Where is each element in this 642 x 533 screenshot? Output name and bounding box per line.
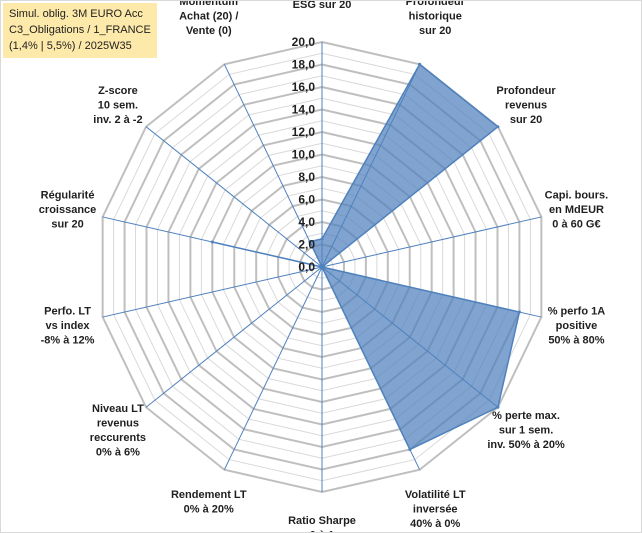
category-label-line: 0% à 6% (96, 446, 140, 458)
data-point (496, 405, 500, 409)
category-label-line: 0 à 60 G€ (552, 218, 600, 230)
tick-label: 10,0 (292, 148, 316, 162)
category-label: Capi. bours. en MdEUR 0 à 60 G€ (545, 189, 609, 230)
tick-label: 4,0 (298, 215, 315, 229)
title-line: C3_Obligations / 1_FRANCE (9, 24, 151, 36)
category-label-line: Achat (20) / (179, 10, 238, 22)
radial-tick-labels: 0,0 2,0 4,0 6,0 8,0 10,0 12,0 14,0 16,0 18,0 20,0 (292, 35, 316, 274)
category-label: Profondeur revenus sur 20 (496, 85, 556, 126)
tick-label: 8,0 (298, 170, 315, 184)
tick-label: 18,0 (292, 58, 316, 72)
category-label-line: Profondeur (496, 85, 556, 97)
tick-label: 0,0 (298, 260, 315, 274)
axis-spoke (223, 266, 323, 470)
category-label-line: 40% à 0% (410, 518, 460, 530)
category-label-line: -8% à 12% (41, 335, 95, 347)
category-label-line: revenus (505, 99, 547, 111)
data-point (320, 237, 324, 241)
category-label-line: Profondeur (406, 1, 466, 8)
category-label-line: Z-score (98, 85, 138, 97)
category-label-line: Vente (0) (186, 25, 232, 37)
category-label-line: 0% à 20% (184, 504, 234, 516)
category-label-line: sur 1 sem. (499, 425, 553, 437)
data-point (308, 240, 312, 244)
category-label: Rendement LT 0% à 20% (171, 489, 247, 516)
category-label-line: positive (556, 320, 598, 332)
category-label: Profondeur historique sur 20 (406, 1, 466, 37)
category-label: Ratio Sharpe 0 à 1 (288, 515, 356, 532)
category-label-line: Niveau LT (92, 403, 144, 415)
category-label-line: 50% à 80% (548, 335, 604, 347)
category-label: % perte max. sur 1 sem. inv. 50% à 20% (487, 410, 565, 451)
category-label-line: sur 20 (419, 25, 451, 37)
data-point (320, 265, 324, 269)
category-label-line: Volatilité LT (405, 489, 466, 501)
data-point (418, 62, 422, 66)
category-label-line: Momentum (179, 1, 238, 8)
title-line: Simul. oblig. 3M EURO Acc (9, 8, 143, 20)
category-label-line: reccurents (90, 432, 146, 444)
axis-spoke (102, 266, 323, 318)
category-label-line: 10 sem. (98, 99, 138, 111)
axis-spoke (321, 216, 542, 268)
category-label: Perfo. LT vs index -8% à 12% (41, 306, 95, 347)
category-label-line: en MdEUR (549, 204, 604, 216)
category-label-line: croissance (39, 204, 96, 216)
category-label-line: Ratio Sharpe (288, 515, 356, 527)
axis-spoke (223, 64, 323, 268)
data-point (517, 310, 521, 314)
category-label: NoteESG sur 20 (293, 1, 352, 11)
category-label-line: historique (409, 10, 462, 22)
axis-spoke (145, 266, 323, 408)
category-label: % perfo 1A positive 50% à 80% (548, 306, 606, 347)
category-label-line: sur 20 (51, 218, 83, 230)
category-label-line: Capi. bours. (545, 189, 609, 201)
tick-label: 2,0 (298, 238, 315, 252)
tick-label: 12,0 (292, 125, 316, 139)
data-point (408, 447, 412, 451)
category-label-line: % perfo 1A (548, 306, 606, 318)
data-point (210, 240, 214, 244)
category-label: Z-score 10 sem. inv. 2 à -2 (93, 85, 142, 126)
category-label-line: 0 à 1 (310, 530, 334, 533)
title-line: (1,4% | 5,5%) / 2025W35 (9, 40, 132, 52)
category-label-line: Perfo. LT (44, 306, 91, 318)
tick-label: 20,0 (292, 35, 316, 49)
chart-title: Simul. oblig. 3M EURO Acc C3_Obligations … (3, 3, 157, 58)
category-label-line: ESG sur 20 (293, 1, 352, 11)
category-labels: NoteESG sur 20 Profondeur historique sur 20… (39, 1, 608, 532)
category-label-line: revenus (97, 417, 139, 429)
tick-label: 14,0 (292, 103, 316, 117)
category-label-line: inv. 2 à -2 (93, 114, 142, 126)
axis-spoke (145, 126, 323, 268)
data-point (496, 125, 500, 129)
category-label: Momentum Achat (20) / Vente (0) (179, 1, 238, 37)
category-label-line: vs index (46, 320, 91, 332)
tick-label: 16,0 (292, 80, 316, 94)
category-label-line: % perte max. (492, 410, 560, 422)
category-label: Régularité croissance sur 20 (39, 189, 96, 230)
radar-series (210, 62, 521, 451)
tick-label: 6,0 (298, 193, 315, 207)
category-label-line: inv. 50% à 20% (487, 439, 565, 451)
category-label-line: Régularité (41, 189, 95, 201)
series-area (212, 63, 521, 451)
category-label-line: inversée (413, 504, 458, 516)
category-label: Niveau LT revenus reccurents 0% à 6% (90, 403, 146, 459)
category-label: Volatilité LT inversée 40% à 0% (405, 489, 466, 530)
category-label-line: sur 20 (510, 114, 542, 126)
category-label-line: Rendement LT (171, 489, 247, 501)
